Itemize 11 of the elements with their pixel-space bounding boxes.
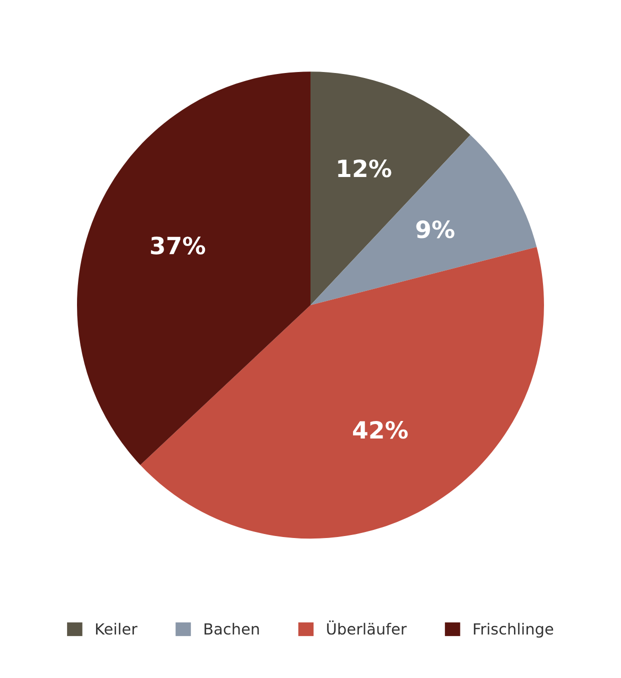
legend-label: Frischlinge	[474, 622, 554, 638]
data-label: 9%	[416, 220, 454, 238]
legend-label: Bachen	[204, 622, 259, 635]
data-label: 42%	[353, 420, 408, 439]
pie-slice	[77, 72, 310, 465]
legend-label: Keiler	[96, 622, 138, 635]
data-label: 12%	[338, 159, 392, 178]
legend-label: Überläufer	[327, 620, 407, 635]
pie-slice	[310, 134, 537, 306]
data-label: 37%	[150, 236, 206, 254]
pie-slice	[310, 72, 470, 306]
